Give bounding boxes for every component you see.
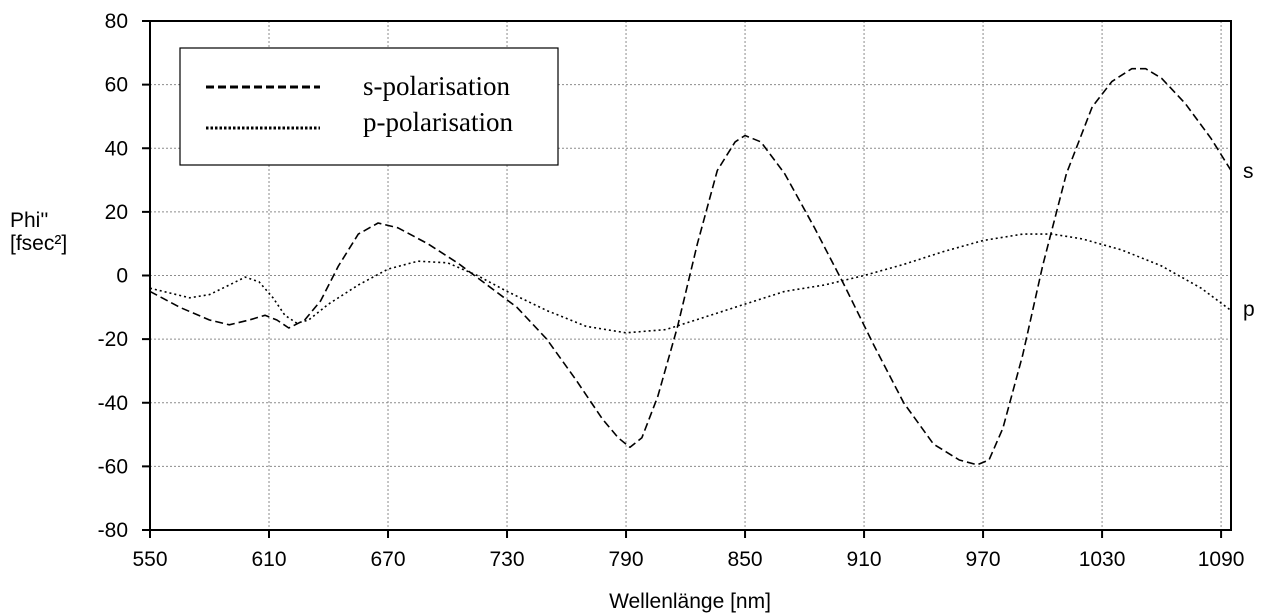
y-tick-label: -80	[98, 519, 128, 542]
series-lines	[149, 67, 1232, 466]
y-axis-title-line2: [fsec²]	[10, 232, 67, 255]
x-tick-label: 790	[609, 548, 644, 571]
y-tick-label: 0	[116, 265, 128, 288]
x-tick-labels: 550 610 670 730 790 850 910 970 1030 1090	[132, 548, 1244, 571]
series-end-label-p: p	[1243, 298, 1255, 321]
legend: s-polarisation p-polarisation	[179, 47, 559, 166]
series-line-s-polarisation	[149, 67, 1232, 466]
x-tick-label: 610	[251, 548, 286, 571]
x-tick-label: 1090	[1198, 548, 1245, 571]
series-line-p-polarisation	[149, 233, 1232, 334]
y-tick-label: 60	[105, 74, 128, 97]
x-tick-label: 910	[847, 548, 882, 571]
y-tick-labels: 80 60 40 20 0 -20 -40 -60 -80	[98, 10, 128, 542]
y-axis-title-line1: Phi''	[10, 209, 48, 232]
y-tick-label: -20	[98, 328, 128, 351]
x-axis-title: Wellenlänge [nm]	[609, 590, 771, 613]
y-tick-label: -40	[98, 392, 128, 415]
series-end-label-s: s	[1243, 160, 1254, 183]
x-tick-label: 970	[966, 548, 1001, 571]
x-tick-label: 550	[132, 548, 167, 571]
legend-box	[179, 47, 559, 166]
y-tick-label: 80	[105, 10, 128, 33]
y-tick-label: -60	[98, 455, 128, 478]
x-tick-label: 730	[490, 548, 525, 571]
y-tick-label: 40	[105, 137, 128, 160]
x-tick-label: 670	[370, 548, 405, 571]
axis-ticks	[142, 20, 1223, 538]
x-tick-label: 1030	[1079, 548, 1126, 571]
legend-label-s: s-polarisation	[363, 71, 510, 101]
y-tick-label: 20	[105, 201, 128, 224]
legend-label-p: p-polarisation	[363, 107, 513, 137]
x-tick-label: 850	[728, 548, 763, 571]
